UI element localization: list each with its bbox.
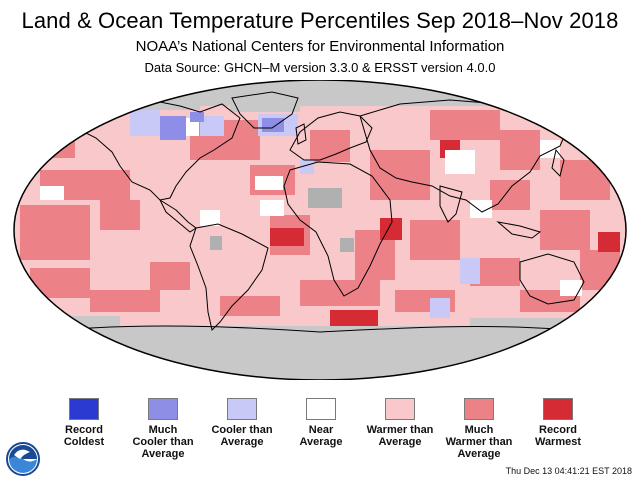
legend-label-much-warmer: Much Warmer than Average [434,424,524,460]
legend-label-cooler: Cooler than Average [197,424,287,448]
legend-label-line: Cooler than [132,436,194,448]
legend-item-record-warmest: Record Warmest [513,398,603,448]
much-cooler-cells [160,112,284,140]
legend-item-near: Near Average [276,398,366,448]
legend-label-line: Warmest [534,436,582,448]
legend-label-much-cooler: Much Cooler than Average [118,424,208,460]
noaa-emblem-icon [6,442,40,476]
data-source: Data Source: GHCN–M version 3.3.0 & ERSS… [144,60,496,75]
legend-label-line: Warmer than [445,436,513,448]
legend-label-line: Record [65,424,103,436]
legend-item-warmer: Warmer than Average [355,398,445,448]
legend-swatch-record-coldest [69,398,99,420]
legend-label-line: Much [464,424,494,436]
legend-label-line: Coldest [63,436,105,448]
legend-label-line: Near [308,424,334,436]
legend-swatch-warmer [385,398,415,420]
legend-label-line: Average [457,448,501,460]
map-cells [14,80,626,380]
antarctic-no-data [14,326,626,380]
legend-label-line: Average [378,436,422,448]
arctic-no-data [14,80,626,106]
legend-swatch-much-cooler [148,398,178,420]
world-map [13,80,627,380]
legend-swatch-much-warmer [464,398,494,420]
legend-label-near: Near Average [276,424,366,448]
land-no-data-cells [210,188,354,252]
legend-item-record-coldest: Record Coldest [39,398,129,448]
legend-label-line: Cooler than [211,424,273,436]
legend-swatch-cooler [227,398,257,420]
map-title: Land & Ocean Temperature Percentiles Sep… [21,8,619,33]
legend-swatch-record-warmest [543,398,573,420]
legend-label-line: Average [299,436,343,448]
legend-label-line: Warmer than [366,424,434,436]
legend-item-cooler: Cooler than Average [197,398,287,448]
legend-label-line: Much [148,424,178,436]
legend-swatch-near [306,398,336,420]
timestamp: Thu Dec 13 04:41:21 EST 2018 [505,466,632,476]
legend-label-line: Record [539,424,577,436]
map-subtitle: NOAA’s National Centers for Environmenta… [135,38,505,55]
legend-label-record-warmest: Record Warmest [513,424,603,448]
globe-outline [13,80,627,380]
legend-item-much-warmer: Much Warmer than Average [434,398,524,460]
noaa-logo [6,442,40,481]
legend-label-record-coldest: Record Coldest [39,424,129,448]
legend-label-line: Average [141,448,185,460]
legend-label-warmer: Warmer than Average [355,424,445,448]
legend-item-much-cooler: Much Cooler than Average [118,398,208,460]
legend-label-line: Average [220,436,264,448]
